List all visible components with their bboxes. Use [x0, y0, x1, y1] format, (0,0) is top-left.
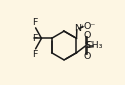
Text: F: F — [32, 50, 38, 59]
Text: F: F — [32, 18, 38, 27]
Text: O⁻: O⁻ — [84, 22, 96, 31]
Text: CH₃: CH₃ — [86, 41, 103, 50]
Text: O: O — [84, 52, 91, 61]
Text: N: N — [74, 24, 81, 33]
Text: S: S — [84, 41, 90, 50]
Text: F: F — [32, 34, 38, 43]
Text: +: + — [79, 24, 84, 29]
Text: O: O — [84, 31, 91, 40]
